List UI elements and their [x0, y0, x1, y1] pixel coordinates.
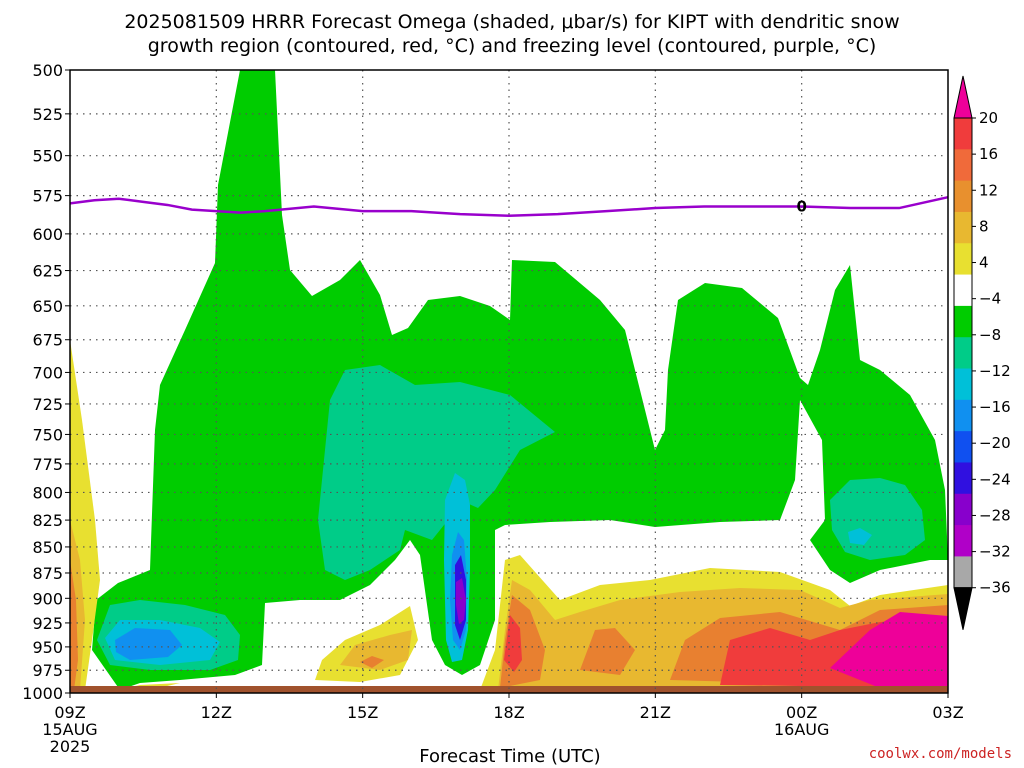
colorbar-segment: [954, 556, 972, 589]
colorbar-segment: [954, 431, 972, 463]
y-tick-label: 575: [32, 187, 63, 206]
omega-region-orange-2: [580, 628, 635, 675]
freezing-level-label: 0: [796, 197, 806, 215]
colorbar-label: −36: [979, 579, 1011, 597]
colorbar-segment: [954, 243, 972, 276]
y-tick-label: 875: [32, 564, 63, 583]
y-tick-label: 825: [32, 511, 63, 530]
y-tick-label: 1000: [22, 684, 63, 703]
y-tick-label: 700: [32, 363, 63, 382]
colorbar-label: −16: [979, 398, 1011, 416]
y-tick-label: 625: [32, 262, 63, 281]
colorbar-segment: [954, 493, 972, 526]
x-tick-label: 03Z: [932, 703, 963, 722]
credit-text: coolwx.com/models: [869, 746, 1012, 762]
chart-title-line1: 2025081509 HRRR Forecast Omega (shaded, …: [124, 11, 899, 33]
y-tick-label: 975: [32, 661, 63, 680]
y-tick-label: 675: [32, 331, 63, 350]
omega-region-orange-5: [360, 656, 384, 668]
colorbar-segment: [954, 211, 972, 244]
colorbar-bottom-arrow: [953, 587, 973, 630]
y-tick-label: 800: [32, 483, 63, 502]
colorbar-label: 20: [979, 109, 998, 127]
y-tick-label: 900: [32, 589, 63, 608]
colorbar-label: 16: [979, 145, 998, 163]
y-tick-label: 850: [32, 538, 63, 557]
omega-region-orange-light-2: [340, 630, 412, 670]
y-tick-label: 775: [32, 455, 63, 474]
colorbar-segment: [954, 305, 972, 338]
y-tick-label: 925: [32, 614, 63, 633]
y-tick-label: 525: [32, 105, 63, 124]
y-tick-label: 500: [32, 61, 63, 80]
colorbar-label: 12: [979, 181, 998, 199]
omega-region-cyan-3: [848, 528, 872, 545]
y-tick-label: 950: [32, 638, 63, 657]
colorbar-segment: [954, 368, 972, 401]
y-tick-label: 725: [32, 395, 63, 414]
colorbar-segment: [954, 180, 972, 213]
y-tick-label: 750: [32, 425, 63, 444]
colorbar-segment: [954, 525, 972, 557]
y-tick-label: 650: [32, 297, 63, 316]
colorbar-label: −8: [979, 326, 1001, 344]
omega-region-purple: [456, 578, 466, 624]
x-tick-label: 18Z: [493, 703, 524, 722]
colorbar-label: −4: [979, 290, 1001, 308]
colorbar-segment: [954, 462, 972, 495]
colorbar-label: 8: [979, 217, 989, 235]
x-tick-label: 09Z: [54, 703, 85, 722]
colorbar-segment: [954, 149, 972, 182]
colorbar-label: −12: [979, 362, 1011, 380]
x-tick-label: 12Z: [201, 703, 232, 722]
x-tick-label: 15Z: [347, 703, 378, 722]
x-tick-label: 00Z: [786, 703, 817, 722]
omega-shading: [70, 70, 948, 693]
colorbar-segment: [954, 337, 972, 370]
colorbar-label: −32: [979, 543, 1011, 561]
colorbar-segment: [954, 274, 972, 307]
x-tick-sublabel: 15AUG: [42, 720, 97, 739]
colorbar-label: −24: [979, 470, 1011, 488]
omega-region-green: [92, 70, 948, 690]
omega-region-blue-2: [115, 628, 182, 660]
y-tick-label: 600: [32, 225, 63, 244]
colorbar-label: −20: [979, 434, 1011, 452]
plot-area: 0: [69, 69, 949, 694]
x-tick-sublabel: 16AUG: [774, 720, 829, 739]
y-tick-label: 550: [32, 147, 63, 166]
colorbar-label: 4: [979, 254, 989, 272]
colorbar-label: −28: [979, 506, 1011, 524]
x-tick-sublabel: 2025: [50, 737, 91, 756]
y-axis: 500 525 550 575 600 625 650 675 700 725 750 775 800 8…: [22, 61, 70, 703]
chart-title-line2: growth region (contoured, red, °C) and f…: [148, 35, 877, 57]
colorbar: 20 16 12 8 4 −4 −8 −12 −16 −20 −24 −28 −32 −36: [953, 75, 1011, 630]
freezing-level-contour: [69, 195, 949, 217]
omega-region-orange-4: [70, 560, 78, 690]
colorbar-top-arrow: [953, 75, 973, 119]
ground-strip: [70, 686, 948, 693]
colorbar-segment: [954, 118, 972, 150]
x-tick-label: 21Z: [640, 703, 671, 722]
x-axis-title: Forecast Time (UTC): [419, 746, 600, 767]
colorbar-segment: [954, 399, 972, 432]
omega-region-magenta: [830, 612, 948, 688]
omega-region-teal: [318, 365, 555, 580]
